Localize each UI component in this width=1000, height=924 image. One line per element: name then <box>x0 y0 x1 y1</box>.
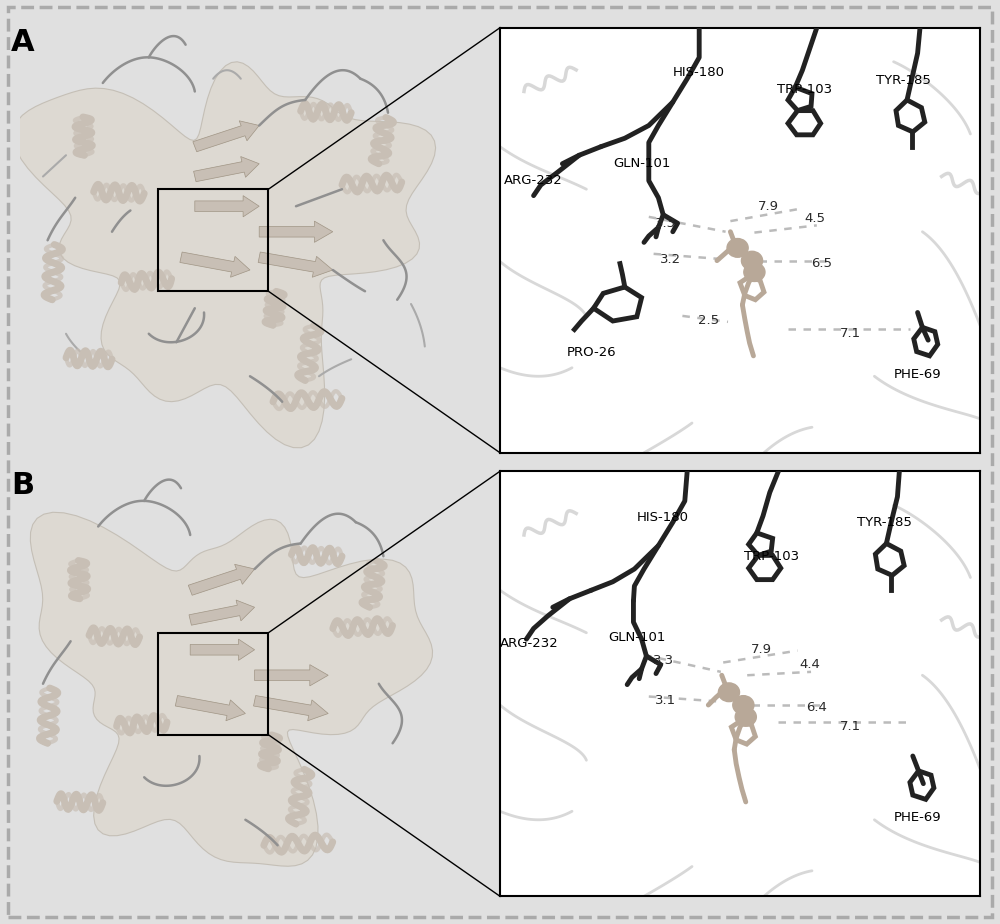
Polygon shape <box>190 639 255 661</box>
Text: 6.4: 6.4 <box>806 700 827 713</box>
Bar <box>158 189 268 291</box>
Polygon shape <box>188 565 255 595</box>
Text: HIS-180: HIS-180 <box>673 66 725 79</box>
Polygon shape <box>194 156 259 182</box>
Text: 7.1: 7.1 <box>840 720 861 733</box>
Text: 7.9: 7.9 <box>758 200 779 213</box>
Text: HIS-180: HIS-180 <box>637 512 689 525</box>
Text: 7.9: 7.9 <box>751 643 772 656</box>
Text: TRP-103: TRP-103 <box>777 83 832 96</box>
Circle shape <box>735 708 756 726</box>
Polygon shape <box>195 196 259 217</box>
Polygon shape <box>254 696 328 721</box>
Text: PHE-69: PHE-69 <box>894 368 941 381</box>
Text: ARG-232: ARG-232 <box>504 175 563 188</box>
Circle shape <box>733 696 754 714</box>
Text: 3.3: 3.3 <box>655 217 676 230</box>
Polygon shape <box>13 62 436 448</box>
Text: PHE-69: PHE-69 <box>894 811 941 824</box>
Text: GLN-101: GLN-101 <box>608 630 665 643</box>
Circle shape <box>744 262 765 282</box>
Text: A: A <box>11 28 34 56</box>
Text: B: B <box>11 471 34 500</box>
Polygon shape <box>255 664 328 686</box>
Polygon shape <box>193 121 259 152</box>
Circle shape <box>727 238 748 257</box>
Text: 7.1: 7.1 <box>840 327 861 340</box>
Polygon shape <box>189 600 255 626</box>
Text: 3.2: 3.2 <box>660 253 681 266</box>
Polygon shape <box>30 512 433 866</box>
Text: 2.5: 2.5 <box>698 314 719 327</box>
Circle shape <box>718 683 740 701</box>
Circle shape <box>741 251 763 270</box>
Text: ARG-232: ARG-232 <box>499 637 558 650</box>
Text: TYR-185: TYR-185 <box>857 516 911 529</box>
Text: 6.5: 6.5 <box>811 257 832 270</box>
Bar <box>158 633 268 735</box>
Text: 4.5: 4.5 <box>804 213 825 225</box>
Text: PRO-26: PRO-26 <box>566 346 616 359</box>
Polygon shape <box>180 252 250 277</box>
Polygon shape <box>259 221 333 242</box>
Text: 3.3: 3.3 <box>653 654 674 667</box>
Polygon shape <box>258 252 333 277</box>
Text: TYR-185: TYR-185 <box>876 74 931 88</box>
Polygon shape <box>175 696 245 721</box>
Text: GLN-101: GLN-101 <box>613 157 670 170</box>
Text: 4.4: 4.4 <box>799 658 820 671</box>
Text: TRP-103: TRP-103 <box>744 550 799 563</box>
Text: 3.1: 3.1 <box>655 694 676 707</box>
